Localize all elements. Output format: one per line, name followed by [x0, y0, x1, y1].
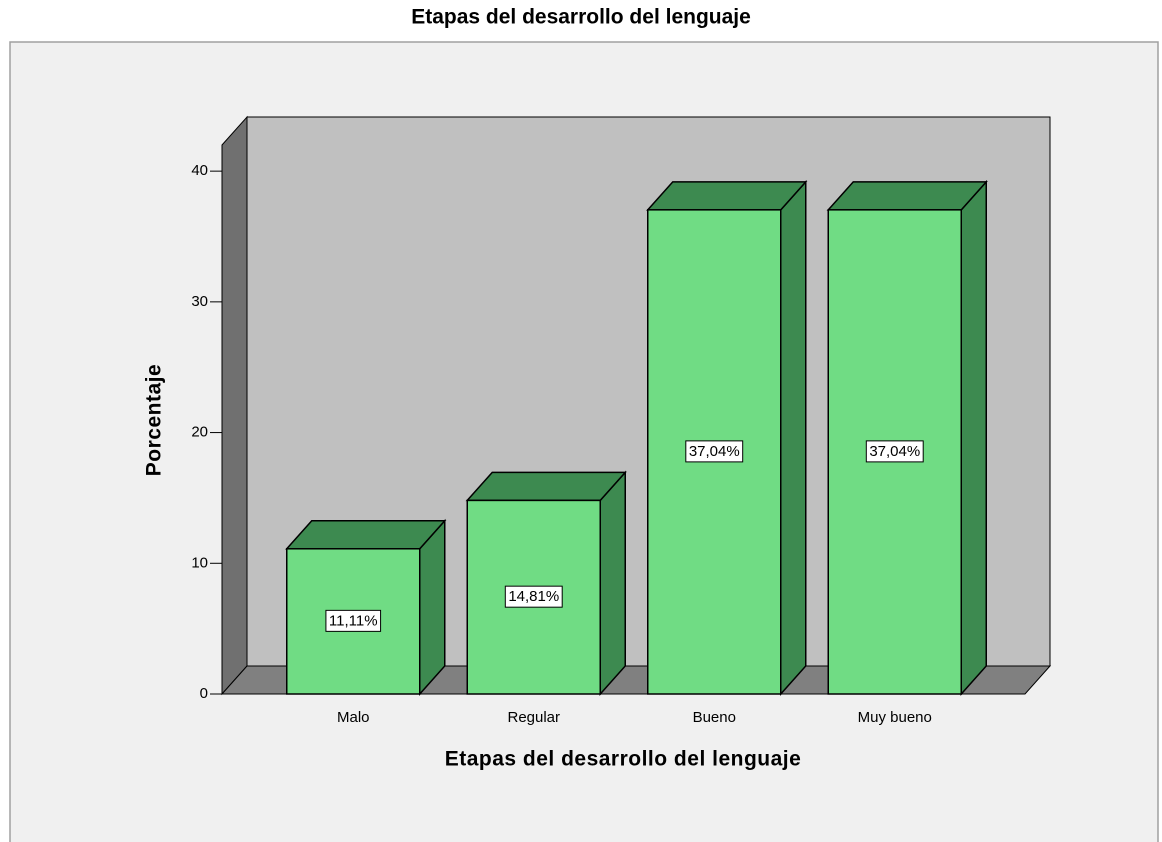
y-tick-label: 10 — [191, 554, 208, 571]
value-label-box — [325, 609, 382, 632]
y-tick-label: 40 — [191, 162, 208, 179]
value-label: 37,04% — [869, 443, 920, 460]
y-tick-label: 30 — [191, 293, 208, 310]
y-tick-label: 20 — [191, 424, 208, 441]
value-label-box — [865, 440, 924, 463]
x-tick-label: Bueno — [693, 709, 736, 726]
value-label: 37,04% — [689, 443, 740, 460]
y-axis-title: Porcentaje — [143, 364, 166, 476]
x-tick-label: Regular — [507, 709, 560, 726]
bar-side — [599, 470, 626, 696]
value-label-box — [504, 585, 563, 608]
bar-top — [285, 520, 447, 550]
value-label: 11,11% — [329, 612, 378, 629]
bar-top — [465, 471, 627, 502]
x-tick-label: Malo — [337, 709, 370, 726]
bar-side — [419, 518, 446, 696]
left-wall — [221, 115, 248, 696]
bar-top — [646, 181, 808, 211]
value-label: 14,81% — [508, 588, 559, 605]
chart-title: Etapas del desarrollo del lenguaje — [411, 6, 751, 29]
y-tick-label: 0 — [200, 685, 208, 702]
x-axis-title: Etapas del desarrollo del lenguaje — [445, 748, 802, 771]
bar-side — [780, 179, 807, 696]
bar-side — [960, 179, 987, 696]
x-tick-label: Muy bueno — [858, 709, 932, 726]
value-label-box — [685, 440, 744, 463]
bar-top — [826, 181, 988, 211]
